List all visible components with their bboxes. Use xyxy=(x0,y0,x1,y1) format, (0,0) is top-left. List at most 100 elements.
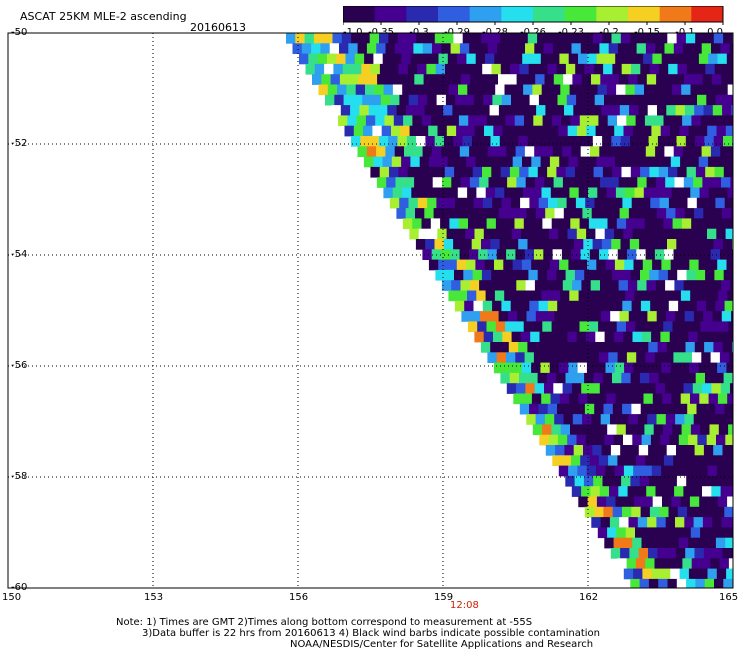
swath-cell xyxy=(487,146,498,157)
swath-cell xyxy=(722,445,733,456)
swath-cell xyxy=(482,166,492,178)
swath-cell xyxy=(695,269,706,281)
swath-cell xyxy=(569,187,580,199)
swath-cell xyxy=(685,33,696,44)
swath-cell xyxy=(729,249,733,260)
swath-cell xyxy=(551,84,561,96)
swath-cell xyxy=(730,383,733,394)
swath-cell xyxy=(562,177,573,188)
swath-cell xyxy=(370,63,381,75)
swath-cell xyxy=(679,228,689,240)
swath-cell xyxy=(545,445,556,456)
swath-cell xyxy=(507,280,517,291)
swath-cell xyxy=(523,321,534,333)
swath-cell xyxy=(415,239,426,250)
swath-cell xyxy=(650,403,660,415)
swath-cell xyxy=(596,53,607,65)
swath-cell xyxy=(635,115,646,127)
swath-cell xyxy=(723,578,733,589)
swath-cell xyxy=(728,527,733,539)
swath-cell xyxy=(350,105,360,116)
swath-cell xyxy=(719,321,729,333)
swath-cell xyxy=(345,53,356,65)
swath-cell xyxy=(711,383,722,394)
swath-cell xyxy=(667,33,677,44)
swath-cell xyxy=(655,486,666,497)
swath-cell xyxy=(716,434,726,446)
swath-cell xyxy=(559,53,570,65)
swath-cell xyxy=(513,187,524,199)
swath-cell xyxy=(578,393,589,405)
swath-cell xyxy=(520,331,531,343)
swath-cell xyxy=(629,342,640,353)
swath-cell xyxy=(641,537,652,549)
swath-cell xyxy=(502,331,512,343)
swath-cell xyxy=(529,300,539,312)
swath-cell xyxy=(728,115,733,127)
swath-cell xyxy=(592,33,603,44)
swath-cell xyxy=(628,177,638,188)
swath-cell xyxy=(709,84,719,96)
swath-cell xyxy=(404,146,414,157)
swath-cell xyxy=(495,218,506,230)
swath-cell xyxy=(716,228,726,240)
swath-cell xyxy=(665,280,675,291)
swath-cell xyxy=(499,136,510,147)
swath-cell xyxy=(597,393,607,405)
swath-cell xyxy=(612,166,622,178)
swath-cell xyxy=(712,105,723,116)
swath-cell xyxy=(683,43,693,54)
swath-cell xyxy=(620,548,630,559)
swath-cell xyxy=(600,74,610,85)
swath-cell xyxy=(550,53,560,65)
swath-cell xyxy=(596,465,606,477)
swath-cell xyxy=(696,197,707,209)
swath-cell xyxy=(578,53,588,65)
swath-cell xyxy=(490,33,501,44)
swath-cell xyxy=(684,74,694,85)
swath-cell xyxy=(600,517,611,528)
swath-cell xyxy=(605,362,616,374)
swath-cell xyxy=(454,63,464,75)
swath-cell xyxy=(454,166,464,178)
swath-cell xyxy=(587,53,597,65)
swath-cell xyxy=(705,403,716,415)
swath-cell xyxy=(691,321,701,333)
swath-cell xyxy=(678,300,688,312)
swath-cell xyxy=(481,33,491,44)
swath-cell xyxy=(709,321,720,333)
swath-cell xyxy=(537,136,547,147)
swath-cell xyxy=(720,43,730,54)
swath-cell xyxy=(639,372,650,384)
swath-cell xyxy=(500,166,511,178)
swath-cell xyxy=(379,33,389,44)
swath-cell xyxy=(537,166,548,178)
swath-cell xyxy=(641,228,652,240)
swath-cell xyxy=(668,166,678,178)
swath-cell xyxy=(431,146,442,157)
swath-cell xyxy=(585,197,595,209)
swath-cell xyxy=(708,496,719,508)
swath-cell xyxy=(511,228,522,240)
swath-cell xyxy=(392,187,403,199)
swath-cell xyxy=(652,156,662,168)
swath-cell xyxy=(708,187,719,199)
swath-cell xyxy=(572,74,583,85)
swath-cell xyxy=(615,290,626,302)
swath-cell xyxy=(577,465,588,477)
swath-cell xyxy=(435,63,446,75)
swath-cell xyxy=(675,548,686,559)
swath-cell xyxy=(652,259,662,271)
swath-cell xyxy=(512,156,523,168)
swath-cell xyxy=(685,445,695,456)
swath-cell xyxy=(510,300,521,312)
swath-cell xyxy=(731,445,733,456)
swath-cell xyxy=(599,486,610,497)
swath-cell xyxy=(599,249,609,260)
swath-cell xyxy=(731,105,733,116)
swath-cell xyxy=(678,197,688,209)
swath-cell xyxy=(657,136,668,147)
swath-cell xyxy=(590,383,601,394)
swath-cell xyxy=(622,403,632,415)
swath-cell xyxy=(709,527,720,539)
